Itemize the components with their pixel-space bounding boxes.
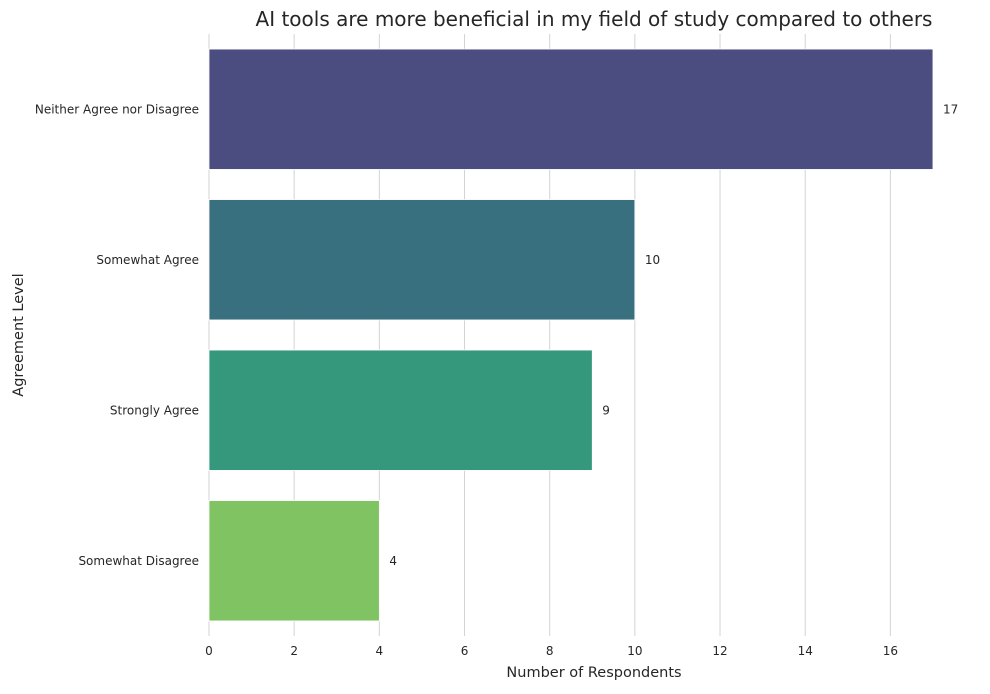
- bar: [208, 48, 934, 170]
- data-labels: 17 10 9 4: [389, 102, 958, 568]
- bar: [208, 199, 636, 321]
- y-axis-ticks: Neither Agree nor Disagree Somewhat Agree…: [35, 102, 199, 568]
- x-tick-label: 2: [290, 644, 298, 658]
- x-axis-ticks: 0 2 4 6 8 10 12 14 16: [205, 644, 898, 658]
- y-tick-label: Somewhat Disagree: [78, 554, 199, 568]
- bar: [208, 349, 593, 471]
- x-tick-label: 4: [376, 644, 384, 658]
- x-axis-title: Number of Respondents: [506, 665, 681, 681]
- x-tick-label: 16: [883, 644, 898, 658]
- x-tick-label: 14: [798, 644, 813, 658]
- x-tick-label: 0: [205, 644, 213, 658]
- bars: [208, 48, 934, 622]
- y-tick-label: Strongly Agree: [110, 403, 199, 417]
- bar-value-label: 9: [602, 403, 610, 417]
- bar-value-label: 17: [943, 102, 958, 116]
- chart-title: AI tools are more beneficial in my field…: [256, 7, 933, 31]
- y-axis-title: Agreement Level: [11, 273, 27, 396]
- x-tick-label: 6: [461, 644, 469, 658]
- bar-value-label: 4: [389, 554, 397, 568]
- x-tick-label: 8: [546, 644, 554, 658]
- x-tick-label: 12: [712, 644, 727, 658]
- x-tick-label: 10: [627, 644, 642, 658]
- bar-value-label: 10: [645, 253, 660, 267]
- y-tick-label: Neither Agree nor Disagree: [35, 102, 199, 116]
- bar: [208, 500, 380, 622]
- y-tick-label: Somewhat Agree: [96, 253, 199, 267]
